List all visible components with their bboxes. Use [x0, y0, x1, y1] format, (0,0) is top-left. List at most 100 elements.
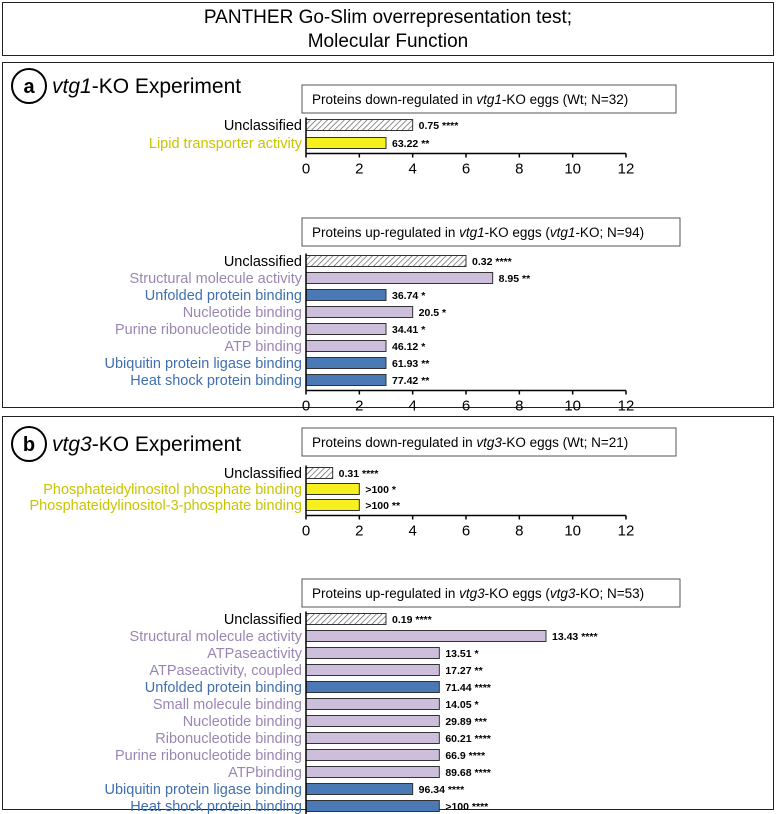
- chart-4-title-part: -KO; N=53): [575, 586, 644, 601]
- chart-4-data-label: 60.21 ****: [445, 733, 491, 745]
- chart-1-x-tick-label: 4: [408, 161, 416, 178]
- panel-b-title-rest: -KO Experiment: [92, 433, 242, 456]
- chart-4-data-label: 71.44 ****: [445, 682, 491, 694]
- chart-4-data-label: 14.05 *: [445, 699, 479, 711]
- chart-1-data-label: 0.75 ****: [419, 120, 460, 132]
- chart-4-data-label: 13.51 *: [445, 648, 479, 660]
- chart-4-bar-5: [305, 681, 440, 693]
- chart-3-x-tick-label: 2: [355, 523, 363, 540]
- chart-4-data-label: 17.27 **: [445, 665, 483, 677]
- chart-3-title-part: vtg3: [476, 435, 502, 450]
- chart-3-title-part: Proteins down-regulated in: [312, 435, 476, 450]
- chart-4-bar-11: [305, 783, 414, 795]
- chart-2-x-tick-label: 8: [515, 398, 523, 415]
- panel-a-badge: [11, 68, 47, 104]
- chart-4-bar-8: [305, 732, 440, 744]
- header-line-1: PANTHER Go-Slim overrepresentation test;: [203, 7, 573, 28]
- chart-4-bar-4: [305, 664, 440, 676]
- chart-1-x-tick-label: 6: [462, 161, 470, 178]
- chart-4-bar-10: [305, 766, 440, 778]
- chart-4-data-label: 96.34 ****: [419, 784, 465, 796]
- chart-1-title-box: [301, 84, 677, 114]
- chart-2-data-label: 34.41 *: [392, 324, 426, 336]
- chart-2-title-part: Proteins up-regulated in: [312, 225, 459, 240]
- chart-2-x-tick-label: 0: [302, 398, 310, 415]
- chart-4-bar-1: [305, 613, 387, 625]
- chart-1-title-part: -KO eggs (Wt; N=32): [502, 92, 628, 107]
- panel-a-gene: vtg1: [52, 75, 92, 98]
- chart-4-data-label: 66.9 ****: [445, 750, 486, 762]
- chart-2-data-label: 0.32 ****: [472, 256, 513, 268]
- chart-1-bar-2: [305, 137, 387, 149]
- chart-2-bar-5: [305, 323, 387, 335]
- panel-b-title: vtg3-KO Experiment: [52, 433, 241, 456]
- chart-4-data-label: 29.89 ***: [445, 716, 487, 728]
- chart-3-x-tick-label: 8: [515, 523, 523, 540]
- chart-3-x-tick-label: 12: [618, 523, 635, 540]
- chart-2-category-label: Unclassified: [224, 254, 302, 270]
- chart-1-title-part: vtg1: [476, 92, 502, 107]
- chart-1-x-tick-label: 2: [355, 161, 363, 178]
- chart-1-category-label: Unclassified: [224, 118, 302, 134]
- header-line-2: Molecular Function: [307, 31, 469, 52]
- panel-a-title-rest: -KO Experiment: [92, 75, 242, 98]
- chart-3-bar-2: [305, 483, 360, 495]
- chart-4-category-label: Unfolded protein binding: [145, 680, 302, 696]
- chart-4-category-label: Purine ribonucleotide binding: [115, 748, 302, 764]
- chart-4-data-label: 89.68 ****: [445, 767, 491, 779]
- chart-3-data-label: 0.31 ****: [339, 468, 380, 480]
- panel-b-letter: b: [23, 434, 35, 456]
- chart-4-category-label: ATPaseactivity, coupled: [149, 663, 302, 679]
- chart-2-data-label: 20.5 *: [419, 307, 447, 319]
- chart-2-bar-3: [305, 289, 387, 301]
- chart-4-category-label: Heat shock protein binding: [130, 799, 302, 814]
- chart-2-bar-7: [305, 357, 387, 369]
- chart-3-x-tick-label: 10: [564, 523, 581, 540]
- chart-4-bar-7: [305, 715, 440, 727]
- chart-2-title: Proteins up-regulated in vtg1-KO eggs (v…: [312, 225, 644, 240]
- chart-4-data-label: 13.43 ****: [552, 631, 598, 643]
- chart-1-data-label: 63.22 **: [392, 138, 430, 150]
- chart-1-category-label: Lipid transporter activity: [149, 136, 303, 152]
- panel-b-gene: vtg3: [52, 433, 92, 456]
- chart-3-bar-3: [305, 499, 360, 511]
- chart-4-data-label: 0.19 ****: [392, 614, 433, 626]
- chart-2-bar-6: [305, 340, 387, 352]
- chart-2-data-label: 36.74 *: [392, 290, 426, 302]
- chart-4-title-part: vtg3: [550, 586, 576, 601]
- chart-2-bar-2: [305, 272, 494, 284]
- chart-3-title-part: -KO eggs (Wt; N=21): [502, 435, 628, 450]
- chart-2-title-part: vtg1: [550, 225, 576, 240]
- chart-1-x-tick-label: 12: [618, 161, 635, 178]
- figure-header: PANTHER Go-Slim overrepresentation test;…: [2, 2, 774, 56]
- chart-2-x-tick-label: 6: [462, 398, 470, 415]
- chart-3-category-label: Unclassified: [224, 466, 302, 482]
- chart-3-data-label: >100 *: [365, 484, 397, 496]
- chart-4-bar-2: [305, 630, 547, 642]
- chart-2-data-label: 77.42 **: [392, 375, 430, 387]
- chart-3-x-tick-label: 6: [462, 523, 470, 540]
- chart-4-bar-9: [305, 749, 440, 761]
- chart-3-x-tick-label: 4: [408, 523, 416, 540]
- chart-3-category-label: Phosphateidylinositol phosphate binding: [43, 482, 302, 498]
- chart-4-category-label: Unclassified: [224, 612, 302, 628]
- chart-2-bar-4: [305, 306, 414, 318]
- chart-2-x-tick-label: 4: [408, 398, 416, 415]
- chart-1-title-part: Proteins down-regulated in: [312, 92, 476, 107]
- chart-2-bar-1: [305, 255, 467, 267]
- chart-4-bar-3: [305, 647, 440, 659]
- panel-a-title: vtg1-KO Experiment: [52, 75, 241, 98]
- chart-4-title-box: [301, 578, 681, 608]
- chart-2-title-box: [301, 217, 681, 247]
- chart-2-x-tick-label: 12: [618, 398, 635, 415]
- chart-4-category-label: ATPbinding: [228, 765, 302, 781]
- panel-b-badge: [11, 426, 47, 462]
- chart-4-category-label: Ubiquitin protein ligase binding: [105, 782, 303, 798]
- chart-2-data-label: 8.95 **: [499, 273, 531, 285]
- chart-4-bar-12: [305, 800, 440, 812]
- chart-2-x-tick-label: 10: [564, 398, 581, 415]
- chart-1-x-tick-label: 10: [564, 161, 581, 178]
- chart-4-category-label: Ribonucleotide binding: [155, 731, 302, 747]
- chart-1-x-tick-label: 0: [302, 161, 310, 178]
- chart-2-category-label: Purine ribonucleotide binding: [115, 322, 302, 338]
